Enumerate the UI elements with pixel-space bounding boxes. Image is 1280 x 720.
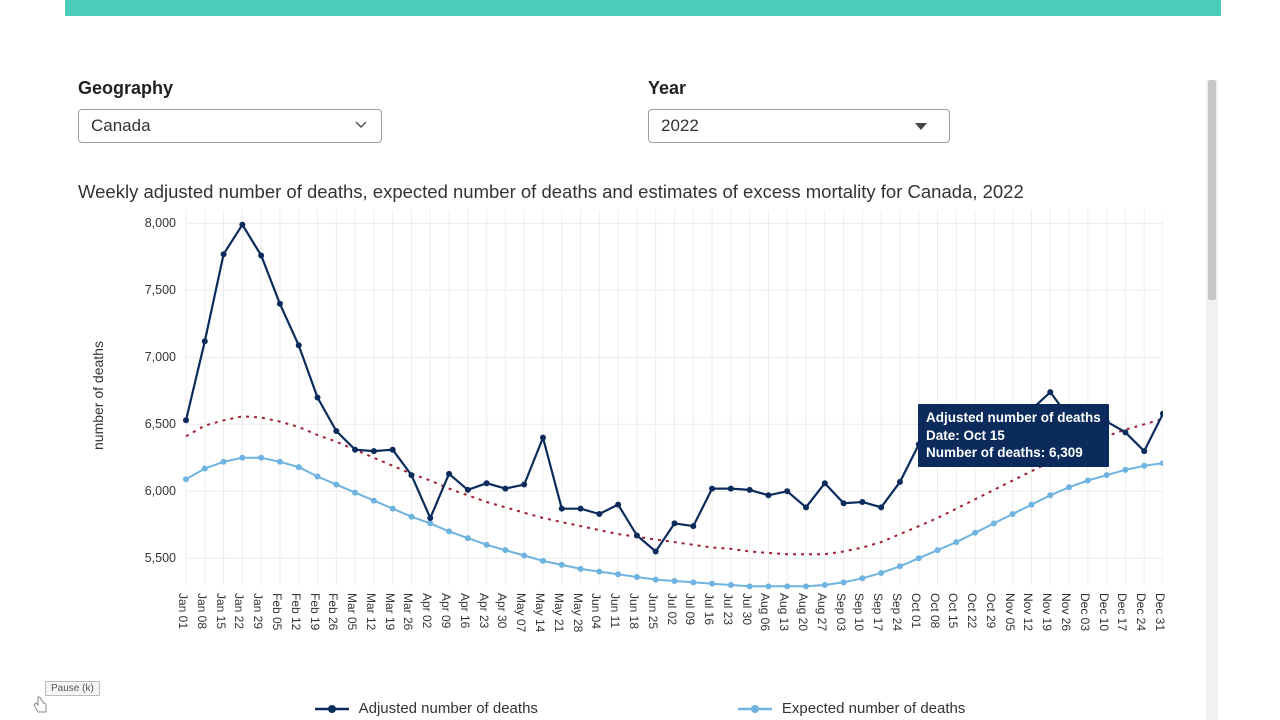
x-tick-label: Dec 31 bbox=[1153, 593, 1167, 631]
x-tick-label: Oct 08 bbox=[928, 593, 942, 628]
legend-label: Adjusted number of deaths bbox=[359, 700, 538, 717]
x-tick-label: Jun 04 bbox=[589, 593, 603, 629]
x-tick-label: Apr 30 bbox=[495, 593, 509, 628]
x-tick-label: Oct 29 bbox=[984, 593, 998, 628]
x-tick-label: Apr 02 bbox=[420, 593, 434, 628]
caret-down-icon bbox=[915, 116, 927, 136]
x-tick-label: Jan 08 bbox=[195, 593, 209, 629]
filters-region: Geography Canada Year 2022 Weekly adjust… bbox=[78, 78, 1202, 203]
y-tick-label: 6,500 bbox=[126, 417, 176, 431]
x-tick-label: Jan 01 bbox=[176, 593, 190, 629]
x-tick-label: Sep 17 bbox=[871, 593, 885, 631]
x-tick-label: Jun 25 bbox=[646, 593, 660, 629]
legend: Adjusted number of deaths Expected number… bbox=[0, 700, 1280, 717]
y-tick-label: 7,000 bbox=[126, 350, 176, 364]
legend-label: Expected number of deaths bbox=[782, 700, 965, 717]
year-label: Year bbox=[648, 78, 950, 99]
cursor-pointer-icon bbox=[33, 696, 49, 718]
chart-area: 5,500 6,000 6,500 7,000 7,500 8,000 number of … bbox=[78, 210, 1163, 640]
x-tick-label: Dec 17 bbox=[1115, 593, 1129, 631]
x-tick-label: Dec 24 bbox=[1134, 593, 1148, 631]
geography-filter: Geography Canada bbox=[78, 78, 382, 143]
pause-tooltip: Pause (k) bbox=[45, 681, 100, 696]
x-tick-label: Jun 11 bbox=[608, 593, 622, 628]
x-tick-label: Dec 03 bbox=[1078, 593, 1092, 631]
year-filter: Year 2022 bbox=[648, 78, 950, 143]
x-tick-label: Mar 05 bbox=[345, 593, 359, 630]
y-axis-label: number of deaths bbox=[90, 341, 106, 450]
x-tick-label: Jun 18 bbox=[627, 593, 641, 629]
x-tick-label: Aug 27 bbox=[815, 593, 829, 631]
x-tick-label: Aug 06 bbox=[758, 593, 772, 631]
x-tick-label: Aug 20 bbox=[796, 593, 810, 631]
scrollbar-thumb[interactable] bbox=[1208, 80, 1216, 300]
x-tick-label: Nov 05 bbox=[1003, 593, 1017, 631]
x-tick-label: Jul 23 bbox=[721, 593, 735, 625]
x-tick-label: Jan 15 bbox=[214, 593, 228, 629]
x-tick-label: Feb 26 bbox=[326, 593, 340, 630]
x-tick-label: May 07 bbox=[514, 593, 528, 632]
x-tick-label: Aug 13 bbox=[777, 593, 791, 631]
x-tick-label: May 21 bbox=[552, 593, 566, 632]
x-tick-label: Jul 30 bbox=[740, 593, 754, 625]
geography-select[interactable]: Canada bbox=[78, 109, 382, 143]
x-tick-label: Sep 10 bbox=[852, 593, 866, 631]
tooltip-date: Date: Oct 15 bbox=[926, 427, 1101, 445]
x-tick-label: Nov 12 bbox=[1021, 593, 1035, 631]
legend-item-adjusted[interactable]: Adjusted number of deaths bbox=[315, 700, 538, 717]
x-tick-label: Dec 10 bbox=[1097, 593, 1111, 631]
x-tick-label: Jul 02 bbox=[665, 593, 679, 625]
tooltip-series: Adjusted number of deaths bbox=[926, 409, 1101, 427]
x-tick-label: Nov 26 bbox=[1059, 593, 1073, 631]
x-tick-label: Jul 16 bbox=[702, 593, 716, 625]
x-tick-label: Oct 22 bbox=[965, 593, 979, 628]
tooltip-value: Number of deaths: 6,309 bbox=[926, 444, 1101, 462]
year-select[interactable]: 2022 bbox=[648, 109, 950, 143]
x-tick-label: May 28 bbox=[571, 593, 585, 632]
y-tick-label: 6,000 bbox=[126, 484, 176, 498]
x-tick-label: Apr 09 bbox=[439, 593, 453, 628]
x-tick-label: May 14 bbox=[533, 593, 547, 632]
geography-label: Geography bbox=[78, 78, 382, 99]
x-tick-label: Mar 26 bbox=[401, 593, 415, 630]
x-tick-label: Mar 12 bbox=[364, 593, 378, 630]
chart-title: Weekly adjusted number of deaths, expect… bbox=[78, 181, 1202, 203]
vertical-scrollbar[interactable]: ▲ bbox=[1206, 80, 1218, 720]
x-tick-label: Feb 12 bbox=[289, 593, 303, 630]
y-tick-label: 8,000 bbox=[126, 216, 176, 230]
top-bar bbox=[65, 0, 1221, 16]
x-tick-label: Jan 22 bbox=[232, 593, 246, 629]
x-tick-label: Sep 24 bbox=[890, 593, 904, 631]
y-tick-label: 5,500 bbox=[126, 551, 176, 565]
legend-item-expected[interactable]: Expected number of deaths bbox=[738, 700, 965, 717]
x-tick-label: Jan 29 bbox=[251, 593, 265, 629]
x-tick-label: Oct 15 bbox=[946, 593, 960, 628]
x-tick-label: Feb 05 bbox=[270, 593, 284, 630]
chart-tooltip: Adjusted number of deathsDate: Oct 15Num… bbox=[918, 404, 1109, 467]
x-tick-label: Apr 16 bbox=[458, 593, 472, 628]
x-tick-label: Sep 03 bbox=[834, 593, 848, 631]
x-tick-label: Mar 19 bbox=[383, 593, 397, 630]
x-tick-label: Nov 19 bbox=[1040, 593, 1054, 631]
geography-selected-value: Canada bbox=[91, 116, 151, 136]
year-selected-value: 2022 bbox=[661, 116, 699, 136]
x-tick-label: Oct 01 bbox=[909, 593, 923, 628]
y-tick-label: 7,500 bbox=[126, 283, 176, 297]
chevron-down-icon bbox=[355, 116, 367, 136]
x-tick-label: Feb 19 bbox=[308, 593, 322, 630]
x-tick-label: Apr 23 bbox=[477, 593, 491, 628]
x-tick-label: Jul 09 bbox=[683, 593, 697, 625]
